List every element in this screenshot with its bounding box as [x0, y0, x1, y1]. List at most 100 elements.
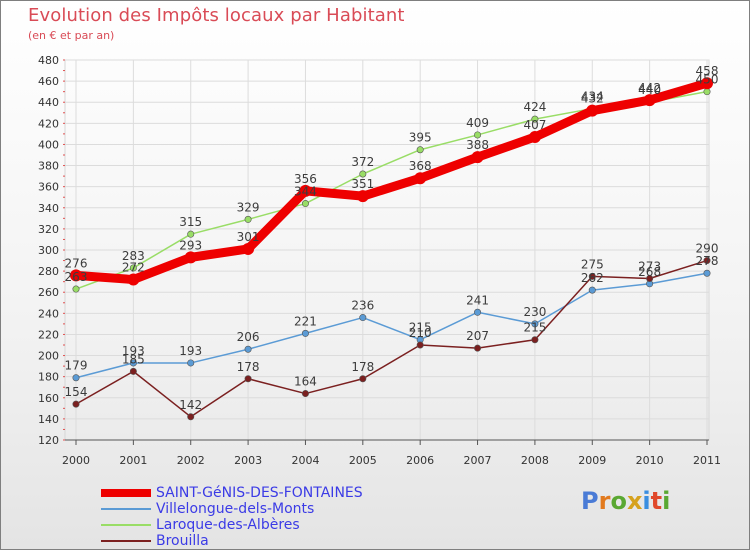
- legend-swatch: [101, 489, 151, 497]
- data-point: [127, 273, 140, 286]
- data-label: 458: [696, 64, 719, 78]
- logo-letter: t: [650, 487, 663, 515]
- logo-letter: r: [598, 487, 611, 515]
- data-label: 301: [237, 230, 260, 244]
- y-tick-label: 460: [38, 75, 59, 88]
- data-label: 434: [581, 90, 604, 104]
- data-label: 329: [237, 200, 260, 214]
- data-label: 368: [409, 159, 432, 173]
- y-tick-label: 240: [38, 307, 59, 320]
- data-point: [301, 390, 309, 398]
- data-label: 440: [638, 83, 661, 97]
- x-tick-label: 2003: [234, 454, 262, 467]
- data-point: [643, 94, 656, 107]
- y-tick-label: 140: [38, 413, 59, 426]
- data-point: [474, 308, 482, 316]
- data-label: 290: [696, 242, 719, 256]
- x-tick-label: 2008: [521, 454, 549, 467]
- data-labels-layer: 276 272 293 301 356 351 368 388 407 432 442 458 179 1…: [65, 64, 719, 412]
- data-point: [703, 88, 711, 96]
- y-tick-label: 400: [38, 138, 59, 151]
- data-label: 164: [294, 375, 317, 389]
- data-point: [359, 314, 367, 322]
- x-tick-label: 2005: [349, 454, 377, 467]
- x-tick-label: 2006: [406, 454, 434, 467]
- data-label: 268: [638, 265, 661, 279]
- data-point: [588, 286, 596, 294]
- data-point: [646, 274, 654, 282]
- data-label: 450: [696, 73, 719, 87]
- data-label: 142: [179, 398, 202, 412]
- data-label: 272: [122, 261, 145, 275]
- axes: 120 140 160 180 200 220 240 260 280 300 320 340 360 3…: [38, 54, 721, 467]
- series-layer: [70, 77, 713, 421]
- data-point: [474, 344, 482, 352]
- data-point: [72, 285, 80, 293]
- data-label: 206: [237, 330, 260, 344]
- data-point: [301, 200, 309, 208]
- y-tick-label: 380: [38, 160, 59, 173]
- y-tick-label: 200: [38, 350, 59, 363]
- data-label: 263: [65, 270, 88, 284]
- data-point: [187, 413, 195, 421]
- data-label: 351: [351, 177, 374, 191]
- y-tick-label: 120: [38, 434, 59, 447]
- data-point: [72, 374, 80, 382]
- logo-letter: o: [610, 487, 627, 515]
- data-label: 432: [581, 92, 604, 106]
- y-tick-label: 480: [38, 54, 59, 67]
- x-tick-label: 2000: [62, 454, 90, 467]
- logo-letter: i: [662, 487, 671, 515]
- y-tick-label: 340: [38, 202, 59, 215]
- data-point: [359, 170, 367, 178]
- y-tick-label: 280: [38, 265, 59, 278]
- data-label: 344: [294, 185, 317, 199]
- data-point: [72, 400, 80, 408]
- y-tick-label: 180: [38, 371, 59, 384]
- legend-label: Laroque-des-Albères: [156, 517, 300, 533]
- data-label: 193: [179, 344, 202, 358]
- data-label: 210: [409, 326, 432, 340]
- x-tick-label: 2007: [464, 454, 492, 467]
- series-line: [75, 259, 708, 418]
- data-point: [531, 336, 539, 344]
- grid-lines: [64, 59, 710, 441]
- data-label: 154: [65, 385, 88, 399]
- logo-letter: x: [626, 487, 643, 515]
- y-tick-label: 320: [38, 223, 59, 236]
- data-label: 215: [523, 321, 546, 335]
- data-label: 179: [65, 359, 88, 373]
- data-point: [129, 264, 137, 272]
- y-tick-label: 300: [38, 244, 59, 257]
- legend-label: Brouilla: [156, 533, 209, 549]
- data-point: [70, 269, 82, 282]
- data-point: [301, 329, 309, 337]
- data-label: 215: [409, 321, 432, 335]
- data-label: 275: [581, 257, 604, 271]
- x-tick-label: 2010: [636, 454, 664, 467]
- legend-label: SAINT-GéNIS-DES-FONTAINES: [156, 485, 363, 501]
- data-point: [528, 131, 541, 144]
- data-point: [244, 345, 252, 353]
- data-point: [416, 341, 424, 349]
- data-label: 372: [351, 155, 374, 169]
- data-label: 407: [523, 118, 546, 132]
- data-label: 193: [122, 344, 145, 358]
- data-point: [471, 151, 484, 164]
- data-label: 236: [351, 299, 374, 313]
- data-label: 409: [466, 116, 489, 130]
- data-point: [416, 146, 424, 154]
- data-label: 293: [179, 238, 202, 252]
- data-point: [531, 115, 539, 123]
- data-label: 276: [65, 256, 88, 270]
- series-1: [72, 269, 711, 382]
- chart-subtitle: (en € et par an): [28, 29, 115, 42]
- data-label: 283: [122, 249, 145, 263]
- logo-letter: i: [642, 487, 651, 515]
- data-point: [129, 359, 137, 367]
- data-point: [703, 257, 711, 265]
- data-point: [299, 184, 312, 197]
- data-label: 207: [466, 329, 489, 343]
- data-point: [701, 77, 713, 90]
